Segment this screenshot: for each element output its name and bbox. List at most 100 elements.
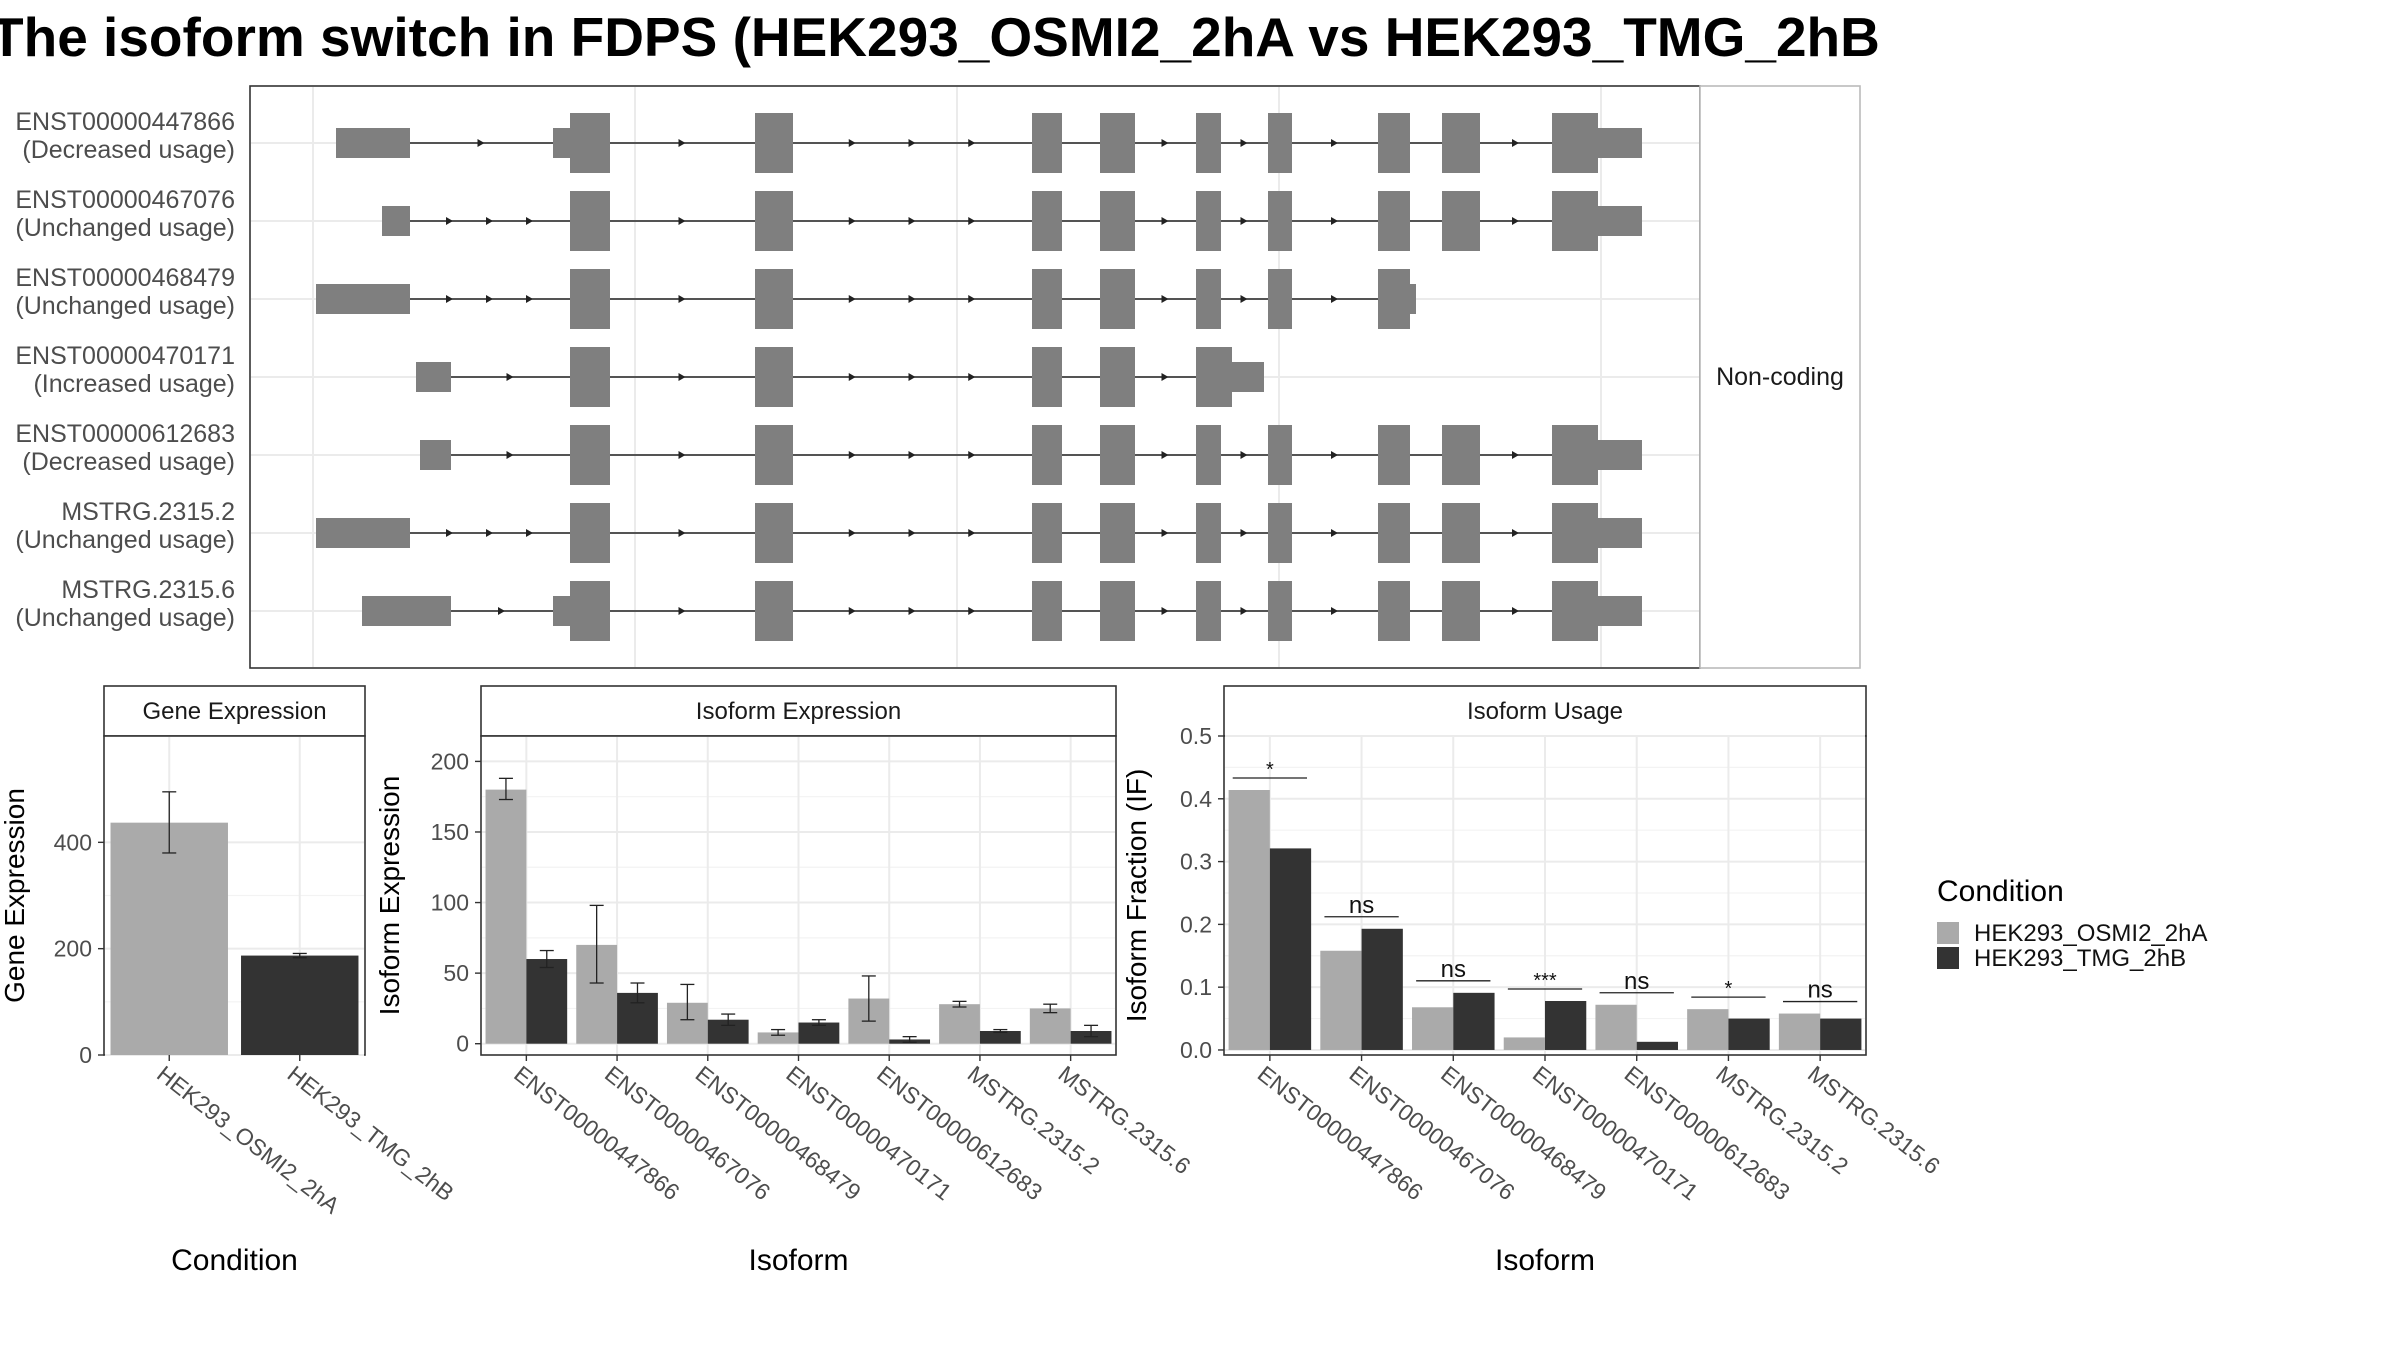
transcript-3-exon [1268,269,1292,329]
isoform-usage-bar [1728,1018,1770,1050]
structure-facet-strip [1699,85,1861,669]
transcript-2-strand-arrow [446,217,453,225]
transcript-2-strand-arrow [678,217,686,225]
transcript-1-exon [1268,113,1292,173]
isoform-expression-bar [1070,1031,1112,1044]
isoform-expression-y-tick-label: 200 [431,748,469,774]
transcript-4-exon [570,347,610,407]
isoform-usage-significance-label: * [1725,978,1733,1000]
transcript-3-utr-3prime [1410,284,1416,314]
transcript-5-exon [1196,425,1221,485]
transcript-2-strand-arrow [968,217,976,225]
transcript-1-strand-arrow [968,139,976,147]
transcript-3-strand-arrow [526,295,533,303]
isoform-usage-x-tick-label: ENST00000447866 [1253,1060,1428,1205]
transcript-7-exon [1196,581,1221,641]
transcript-3-strand-arrow [1161,295,1169,303]
transcript-6-exon [1196,503,1221,563]
transcript-7-strand-arrow [968,607,976,615]
transcript-3-exon [1100,269,1135,329]
isoform-usage-bar [1503,1037,1545,1050]
transcript-1-exon [1378,113,1410,173]
legend-label-2: HEK293_TMG_2hB [1974,945,2186,972]
transcript-6-strand-arrow [486,529,493,537]
transcript-2-utr-3prime [1598,206,1642,236]
legend-label-1: HEK293_OSMI2_2hA [1974,920,2207,947]
isoform-usage-strip-label: Isoform Usage [1467,698,1623,725]
transcript-1-strand-arrow [1331,139,1338,147]
transcript-5-exon [570,425,610,485]
gene-expression-y-tick-label: 400 [54,829,92,855]
isoform-usage-bar [1687,1009,1729,1050]
transcript-6-strand-arrow [446,529,453,537]
transcript-5-exon [1378,425,1410,485]
transcript-4-strand-arrow [908,373,916,381]
transcript-1-strand-arrow [1161,139,1169,147]
transcript-6-strand-arrow [1331,529,1338,537]
isoform-usage-y-tick-label: 0.5 [1180,723,1212,749]
isoform-expression-x-tick-label: ENST00000470171 [781,1060,956,1205]
isoform-expression-y-tick-label: 150 [431,819,469,845]
transcript-2-strand-arrow [848,217,856,225]
transcript-7-exon [755,581,793,641]
isoform-usage-bar [1778,1013,1821,1050]
transcript-1-exon [1196,113,1221,173]
isoform-usage-significance-label: ns [1807,977,1832,1004]
transcript-5-exon [1442,425,1480,485]
isoform-usage-bar [1320,950,1362,1050]
isoform-usage-bar [1412,1007,1454,1050]
transcript-6-exon [1378,503,1410,563]
transcript-3-strand-arrow [486,295,493,303]
isoform-usage-y-tick-label: 0.1 [1180,974,1212,1000]
transcript-3-strand-arrow [446,295,453,303]
transcript-6-utr-3prime [1598,518,1642,548]
transcript-2-utr-first [382,206,410,236]
transcript-6-id-label: MSTRG.2315.2 [61,498,235,526]
transcript-5-strand-arrow [1240,451,1248,459]
transcript-1-exon [1100,113,1135,173]
isoform-usage-bar [1228,790,1270,1050]
gene-expression-y-axis-title: Gene Expression [0,788,30,1003]
transcript-3-strand-arrow [1331,295,1338,303]
isoform-usage-strip [1223,685,1867,737]
isoform-usage-x-tick-label: ENST00000470171 [1528,1060,1703,1205]
transcript-1-id-label: ENST00000447866 [15,108,235,136]
transcript-5-exon [1268,425,1292,485]
transcript-2-strand-arrow [908,217,916,225]
isoform-expression-y-tick-label: 100 [431,890,469,916]
transcript-7-strand-arrow [498,607,505,615]
transcript-7-exon [1268,581,1292,641]
transcript-6-strand-arrow [908,529,916,537]
transcript-7-strand-arrow [908,607,916,615]
transcript-2-strand-arrow [486,217,493,225]
transcript-3-exon [570,269,610,329]
transcript-2-exon [1442,191,1480,251]
transcript-5-exon [755,425,793,485]
isoform-usage-significance-label: ns [1441,956,1466,983]
transcript-2-exon [1196,191,1221,251]
transcript-2-exon [755,191,793,251]
transcript-3-strand-arrow [1240,295,1248,303]
gene-expression-bar [241,955,359,1055]
transcript-1-exon [1032,113,1062,173]
transcript-1-utr-3prime [1598,128,1642,158]
isoform-expression-bar [757,1032,799,1044]
isoform-expression-x-axis-title: Isoform [748,1244,848,1277]
transcript-5-exon-last [1552,425,1598,485]
transcript-1-exon [570,113,610,173]
transcript-6-exon [755,503,793,563]
transcript-4-exon-last [1196,347,1232,407]
transcript-4-usage-label: (Increased usage) [33,370,235,398]
transcript-7-strand-arrow [1512,607,1519,615]
transcript-5-strand-arrow [506,451,514,459]
transcript-2-exon [1378,191,1410,251]
isoform-expression-y-tick-label: 0 [456,1031,469,1057]
transcript-1-strand-arrow [477,139,485,147]
isoform-usage-x-tick-label: ENST00000468479 [1436,1060,1611,1205]
transcript-2-exon [1268,191,1292,251]
transcript-1-exon-last [1552,113,1598,173]
transcript-6-strand-arrow [1512,529,1519,537]
transcript-7-strand-arrow [1240,607,1248,615]
transcript-4-exon [755,347,793,407]
